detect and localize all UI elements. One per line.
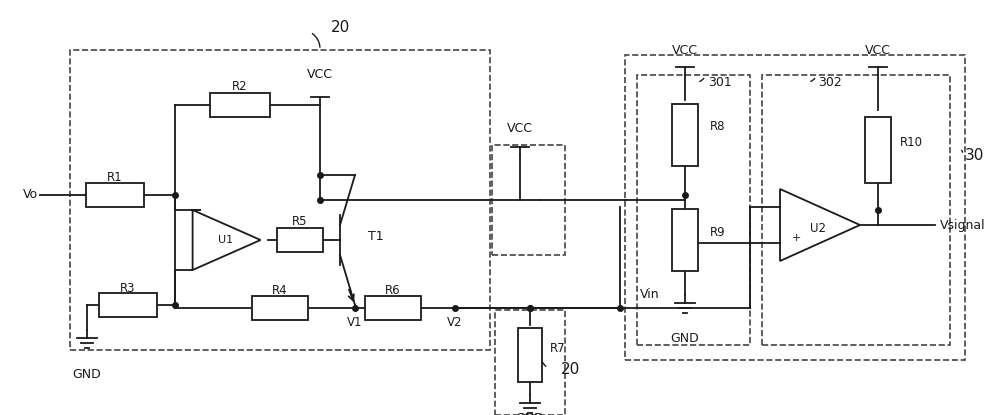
Text: Vsignal: Vsignal (940, 219, 986, 232)
Bar (495, 310, 565, 415)
Text: R4: R4 (272, 283, 288, 296)
Bar (86, 183, 144, 207)
Text: U2: U2 (810, 222, 826, 234)
Bar (70, 50, 490, 350)
Bar (672, 104, 698, 166)
Bar (210, 93, 270, 117)
Bar (625, 55, 965, 360)
Text: R2: R2 (232, 81, 248, 93)
Bar (762, 75, 950, 345)
Text: R9: R9 (710, 227, 726, 239)
Bar (492, 145, 565, 255)
Text: +: + (791, 233, 801, 243)
Text: 20: 20 (560, 362, 580, 378)
Text: VCC: VCC (507, 122, 533, 134)
Bar (637, 75, 750, 345)
Text: U1: U1 (218, 235, 234, 245)
Text: VCC: VCC (865, 44, 891, 56)
Bar (518, 328, 542, 382)
Text: R1: R1 (107, 171, 123, 185)
Text: 30: 30 (965, 147, 985, 163)
Text: Vo: Vo (23, 188, 38, 202)
Bar (865, 117, 891, 183)
Bar (365, 296, 421, 320)
Text: T1: T1 (368, 230, 384, 244)
Text: VCC: VCC (672, 44, 698, 56)
Text: Vin: Vin (640, 288, 660, 302)
Text: GND: GND (73, 369, 101, 381)
Bar (99, 293, 157, 317)
Text: 301: 301 (708, 76, 732, 88)
Bar (672, 209, 698, 271)
Text: 20: 20 (330, 20, 350, 36)
Text: V1: V1 (347, 317, 363, 330)
Text: R3: R3 (120, 281, 136, 295)
Bar (252, 296, 308, 320)
Text: R5: R5 (292, 215, 308, 229)
Text: R6: R6 (385, 283, 401, 296)
Text: R8: R8 (710, 120, 726, 134)
Text: R10: R10 (900, 137, 923, 149)
Text: VCC: VCC (307, 68, 333, 81)
Text: GND: GND (671, 332, 699, 344)
Text: GND: GND (516, 412, 544, 415)
Text: V2: V2 (447, 317, 463, 330)
Text: R7: R7 (550, 342, 566, 354)
Bar (277, 228, 323, 252)
Text: 302: 302 (818, 76, 842, 88)
